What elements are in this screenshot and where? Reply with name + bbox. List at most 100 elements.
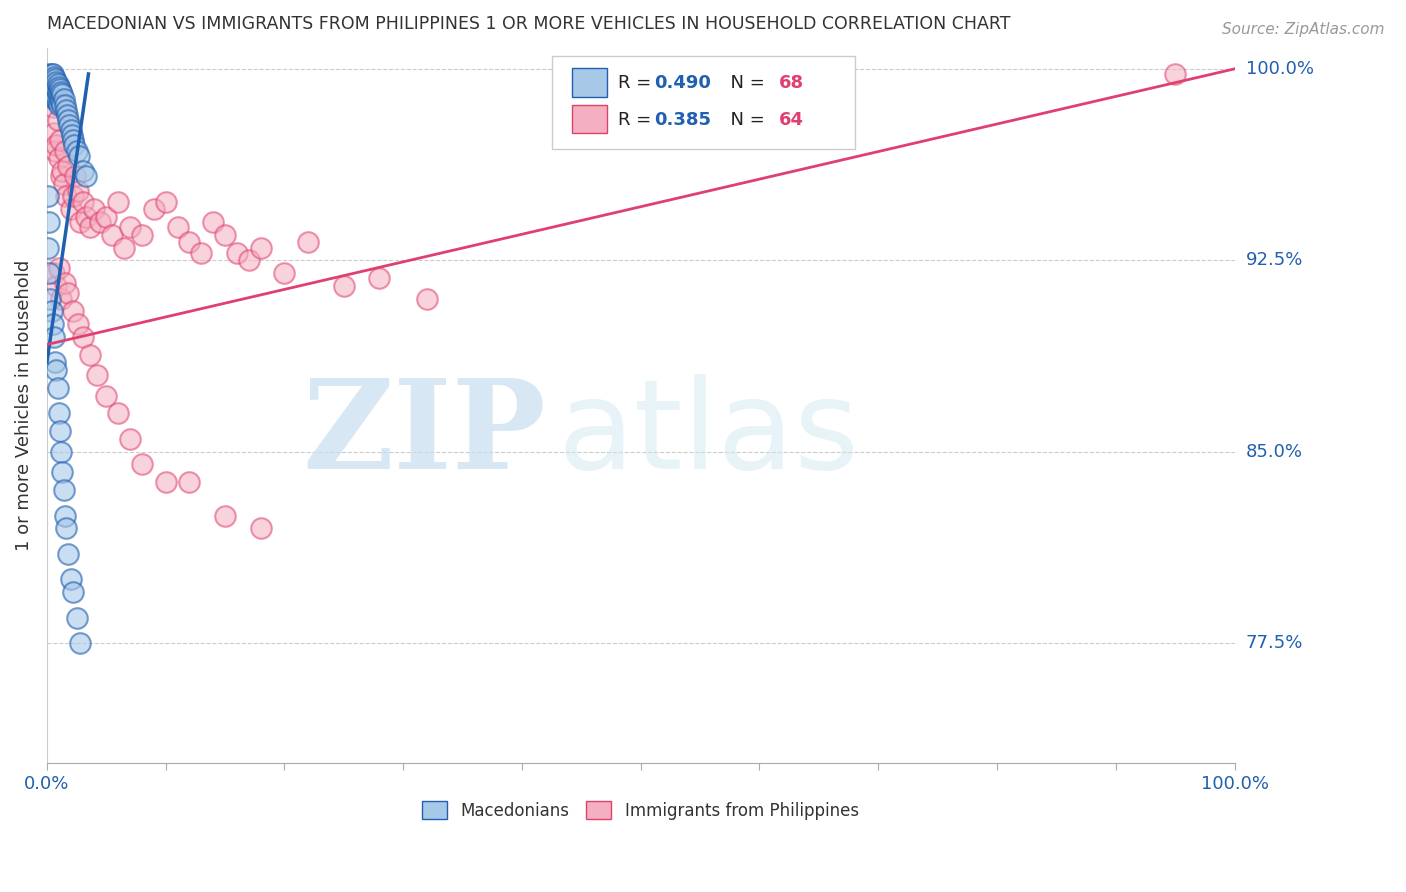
Point (273, 266, 295, 280)
Text: 64: 64 (779, 111, 803, 129)
Point (112, 241, 135, 255)
Point (46, 95, 69, 109)
Point (65, 169, 87, 183)
Point (190, 245, 212, 260)
Point (238, 253, 260, 268)
FancyBboxPatch shape (551, 55, 855, 148)
Point (39, 292, 62, 306)
Point (42, 93, 65, 107)
Point (107, 407, 129, 421)
Point (131, 227, 153, 242)
Point (42, 85, 65, 99)
Point (42, 126, 65, 140)
Point (66, 185, 89, 199)
Point (118, 432, 141, 446)
Point (79, 348, 101, 362)
Text: R =: R = (619, 111, 657, 129)
Point (45, 138, 67, 153)
Point (333, 278, 356, 293)
Point (49, 425, 72, 439)
Point (41, 82, 63, 96)
Point (60, 128, 83, 143)
Point (56, 108, 79, 122)
Point (44, 87, 66, 102)
Point (42, 70, 65, 84)
Point (48, 79, 70, 94)
Point (48, 87, 70, 102)
Point (101, 227, 124, 242)
Point (48, 97, 70, 112)
Point (46, 381, 69, 395)
Point (52, 177, 75, 191)
Point (48, 260, 70, 275)
Point (118, 220, 141, 235)
Point (51, 97, 73, 112)
Point (46, 112, 69, 127)
Point (42, 100, 65, 114)
Point (52, 93, 75, 107)
Point (96, 388, 118, 402)
Point (62, 133, 84, 147)
Point (72, 330, 94, 344)
Point (51, 465, 73, 479)
Point (38, 67, 60, 81)
Point (155, 475, 177, 490)
Text: 0.385: 0.385 (654, 111, 711, 129)
Point (69, 636, 91, 650)
Point (42, 67, 65, 81)
Point (49, 82, 72, 96)
Point (45, 363, 67, 377)
Point (42, 77, 65, 91)
Point (86, 368, 108, 383)
Point (75, 210, 97, 224)
Point (53, 277, 76, 291)
Point (48, 407, 70, 421)
Text: N =: N = (718, 74, 770, 92)
Point (49, 85, 72, 99)
Point (39, 72, 62, 87)
Point (49, 133, 72, 147)
Point (53, 508, 76, 523)
Point (58, 159, 80, 173)
Point (58, 112, 80, 127)
Text: 92.5%: 92.5% (1246, 252, 1303, 269)
FancyBboxPatch shape (572, 69, 607, 97)
Point (58, 118, 80, 132)
Point (38, 266, 60, 280)
Point (58, 547, 80, 561)
Text: 0.490: 0.490 (654, 74, 710, 92)
Point (42, 75, 65, 89)
Point (51, 87, 73, 102)
Point (46, 85, 69, 99)
Point (37, 189, 59, 203)
Point (39, 77, 62, 91)
Point (107, 194, 129, 209)
Point (72, 164, 94, 178)
Point (297, 235, 319, 250)
Point (131, 458, 153, 472)
Point (42, 85, 65, 99)
Point (96, 210, 118, 224)
Point (49, 95, 72, 109)
Text: 77.5%: 77.5% (1246, 634, 1303, 652)
Point (53, 144, 76, 158)
FancyBboxPatch shape (572, 105, 607, 134)
Point (45, 93, 67, 107)
Point (179, 475, 201, 490)
Text: 68: 68 (779, 74, 804, 92)
Point (214, 227, 236, 242)
Point (65, 610, 87, 624)
Legend: Macedonians, Immigrants from Philippines: Macedonians, Immigrants from Philippines (416, 795, 866, 826)
Point (249, 521, 271, 535)
Point (45, 82, 67, 96)
Point (66, 317, 89, 331)
Point (51, 164, 73, 178)
Point (226, 245, 249, 260)
Point (62, 585, 84, 599)
Point (63, 138, 86, 153)
Point (49, 169, 72, 183)
Text: R =: R = (619, 74, 657, 92)
Point (58, 286, 80, 301)
Point (72, 194, 94, 209)
Point (38, 215, 60, 229)
